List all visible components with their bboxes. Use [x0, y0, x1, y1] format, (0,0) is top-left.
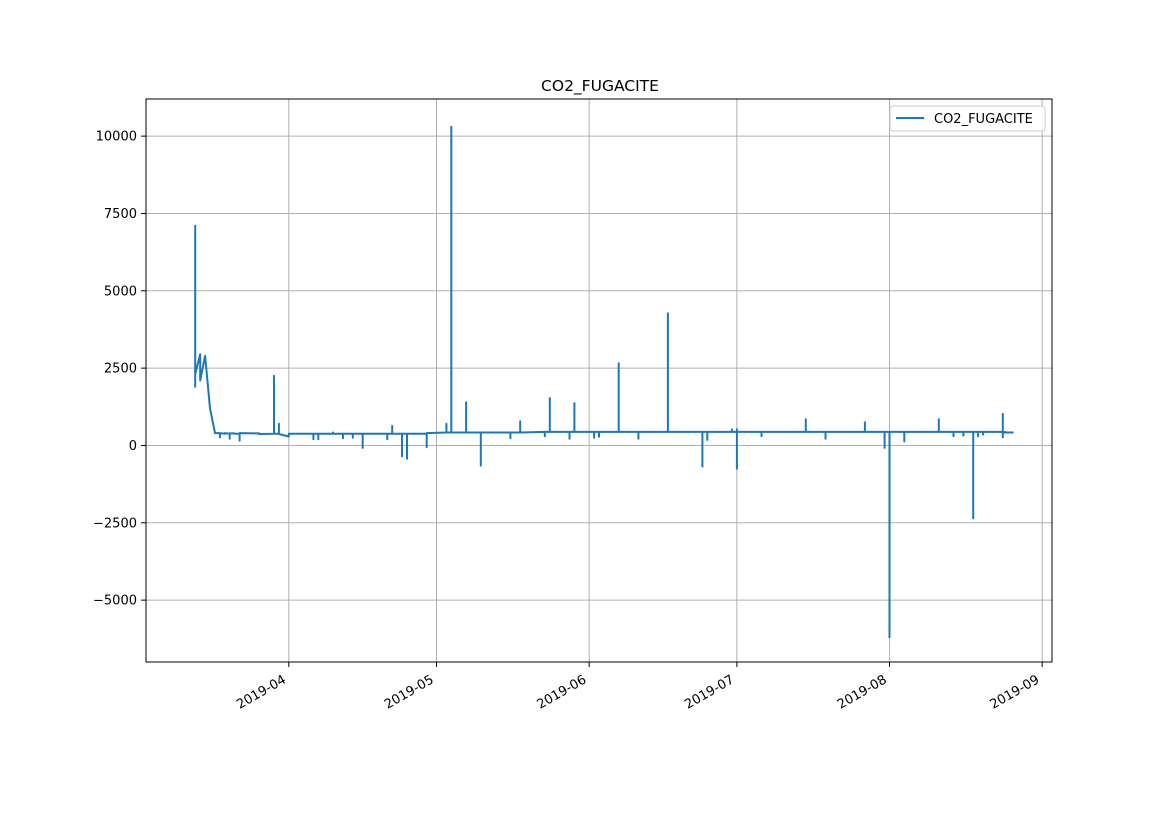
- chart-title: CO2_FUGACITE: [541, 77, 659, 96]
- y-tick-label: −5000: [93, 594, 137, 609]
- legend: CO2_FUGACITE: [889, 105, 1046, 132]
- series-layer: [194, 125, 1014, 639]
- y-tick-label: −2500: [93, 516, 137, 531]
- y-tick-label: 0: [129, 439, 137, 454]
- legend-box: [889, 105, 1046, 132]
- y-tick-label: 2500: [104, 362, 137, 377]
- plot-area-frame: [145, 98, 1053, 663]
- grid-lines: [146, 99, 1052, 662]
- y-axis: −5000 −2500 0 2500 5000 7500 10000: [93, 130, 146, 609]
- series-line: [194, 125, 1014, 639]
- y-tick-label: 5000: [104, 284, 137, 299]
- legend-label: CO2_FUGACITE: [934, 112, 1033, 127]
- y-tick-label: 10000: [96, 130, 137, 145]
- y-tick-label: 7500: [104, 207, 137, 222]
